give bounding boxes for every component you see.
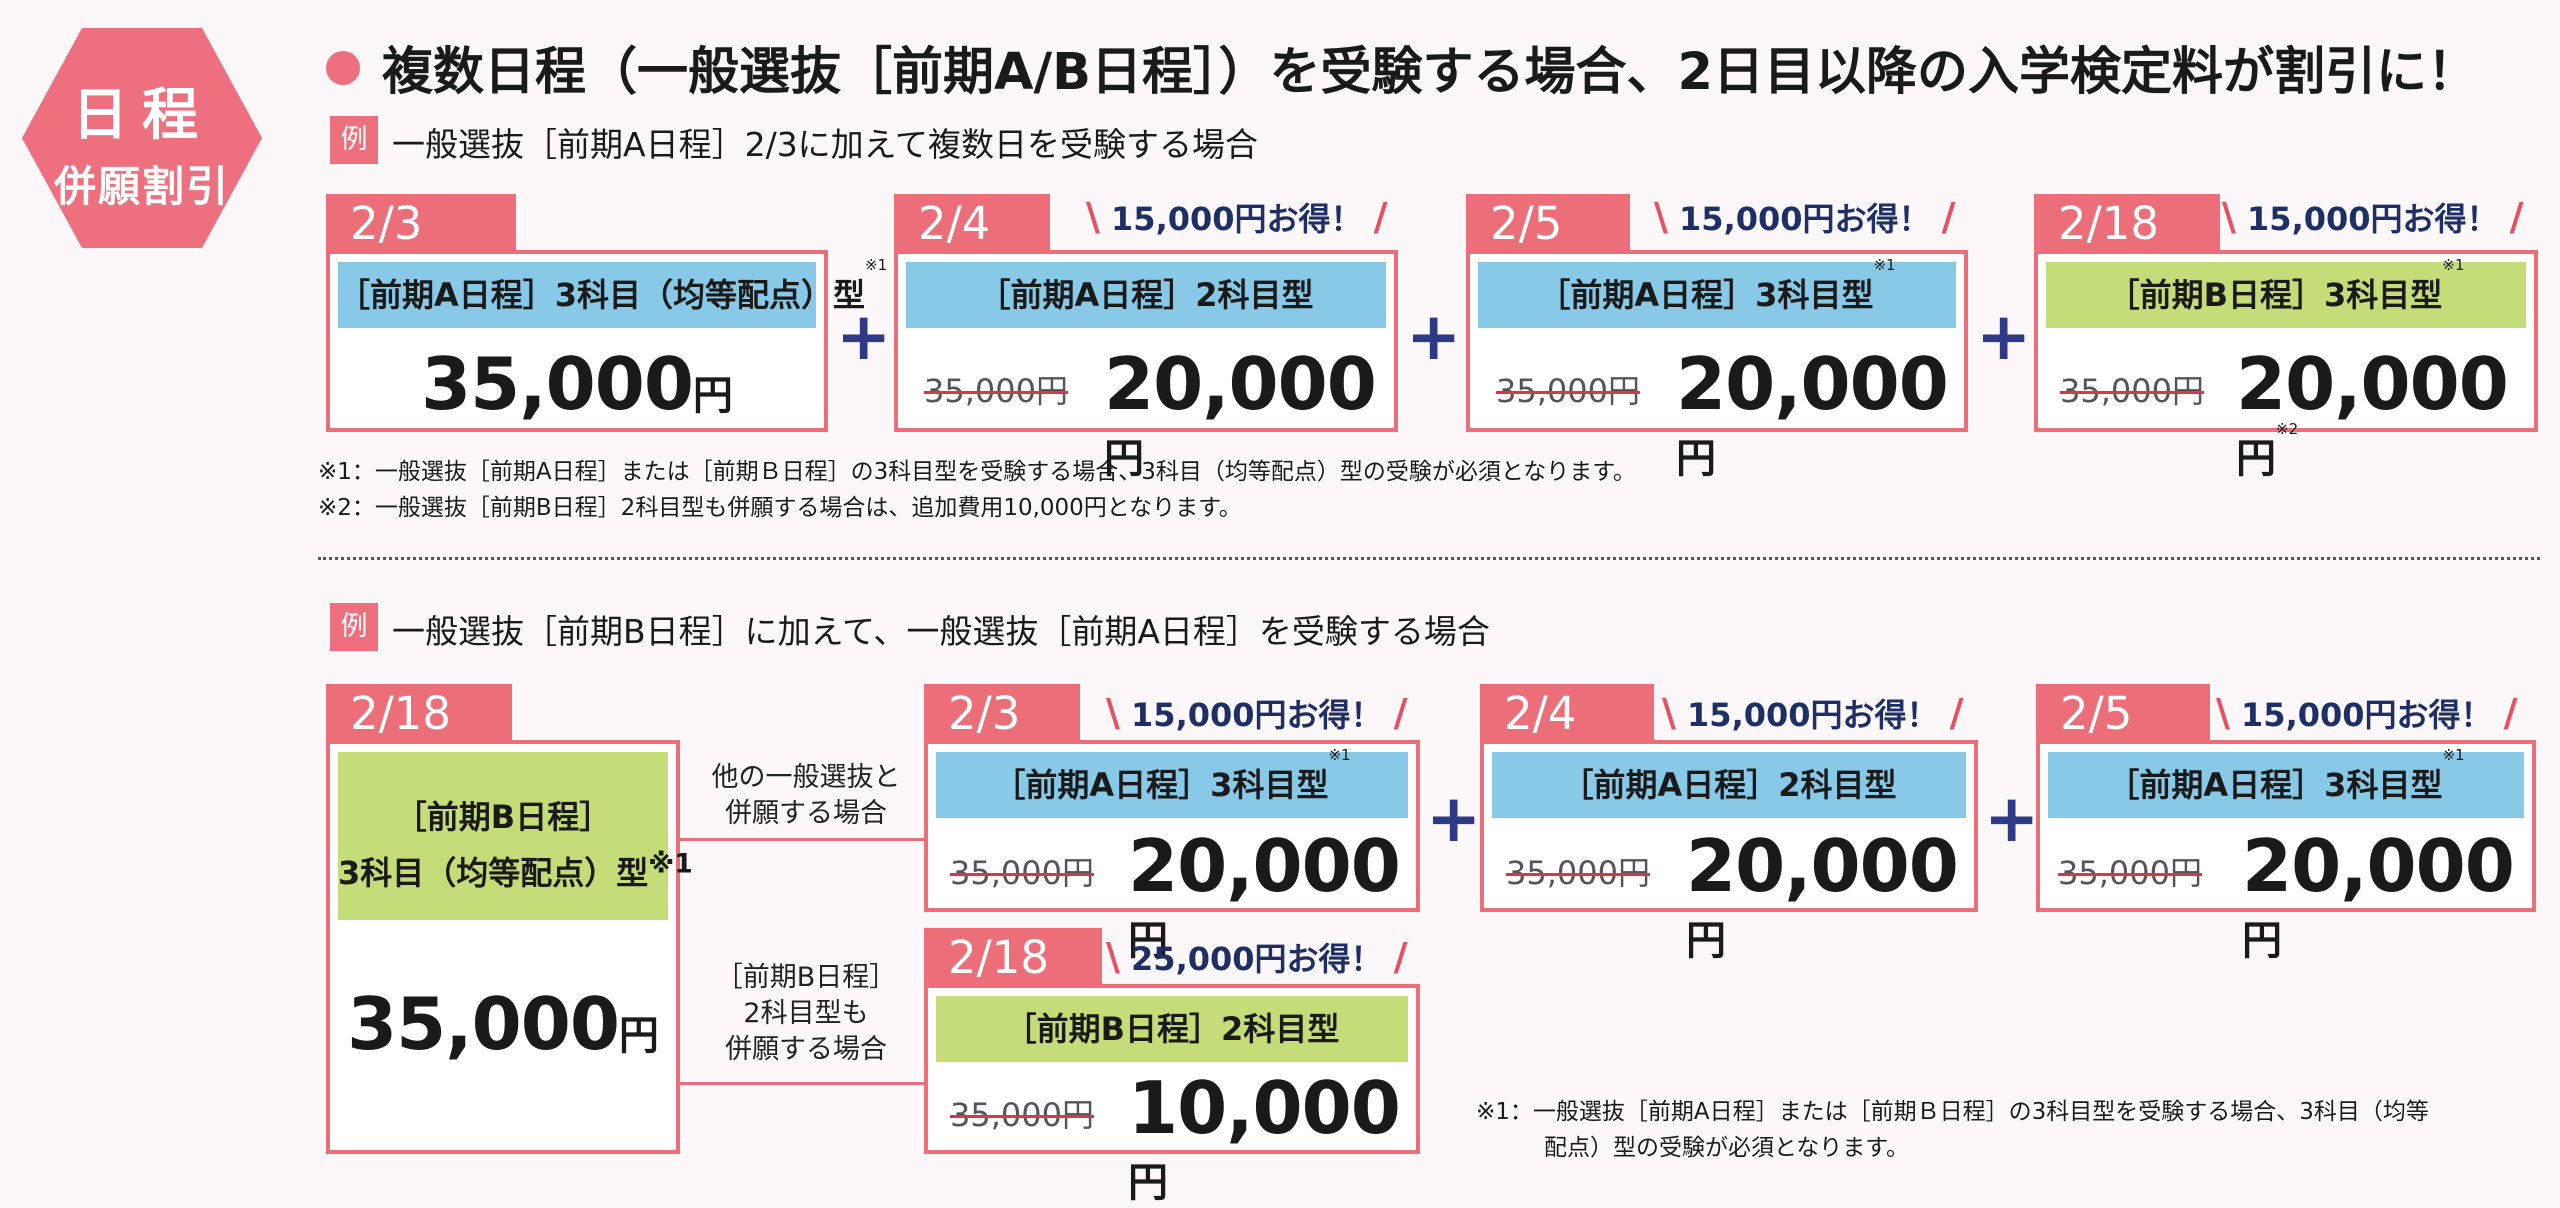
exam-card: ［前期A日程］3科目型※1 35,000円 20,000円 [2036, 740, 2536, 964]
date-tab: 2/4 [894, 194, 1050, 254]
original-price: 35,000円 [1496, 372, 1640, 410]
savings-text: \ 15,000円お得！ / [1086, 195, 1388, 239]
exam-type-label: ［前期A日程］3科目型※1 [936, 748, 1408, 818]
example2-title: 一般選抜［前期B日程］に加えて、一般選抜［前期A日程］を受験する場合 [392, 612, 1490, 651]
footnote: ※2：一般選抜［前期B日程］2科目型も併願する場合は、追加費用10,000円とな… [318, 495, 1242, 521]
date-tab: 2/3 [326, 194, 516, 254]
exam-type-label: ［前期A日程］2科目型 [1492, 752, 1966, 818]
side-note: ［前期B日程］ 2科目型も 併願する場合 [715, 962, 897, 1065]
exam-card: ［前期A日程］2科目型 35,000円 20,000円 [1480, 740, 1978, 964]
exam-card: ［前期A日程］3科目（均等配点）型※1 35,000円 [326, 250, 887, 432]
original-price: 35,000円 [950, 854, 1094, 892]
footnote: ※1：一般選抜［前期A日程］または［前期Ｂ日程］の3科目型を受験する場合、3科目… [1476, 1099, 2429, 1125]
footnote: 配点）型の受験が必須となります。 [1544, 1135, 1910, 1161]
savings-text: \ 15,000円お得！ / [2216, 691, 2518, 735]
plus-icon: + [1984, 780, 2040, 857]
plus-icon: + [1976, 298, 2032, 375]
connector-line [680, 838, 924, 841]
schedule-discount-badge: 日程 併願割引 [22, 28, 262, 248]
side-note: 他の一般選抜と 併願する場合 [711, 762, 901, 829]
discounted-price: 20,000円 [1686, 824, 1959, 964]
price: 35,000円 [347, 982, 659, 1066]
discounted-price: 20,000円※2 [2236, 342, 2509, 482]
plus-icon: + [1426, 780, 1482, 857]
exam-card: ［前期B日程］2科目型 35,000円 10,000円 [924, 984, 1420, 1206]
savings-text: \ 15,000円お得！ / [1662, 691, 1964, 735]
connector-line [680, 1082, 924, 1085]
exam-card: ［前期A日程］3科目型※1 35,000円 20,000円 [924, 740, 1420, 964]
exam-card: ［前期A日程］2科目型 35,000円 20,000円 [894, 250, 1398, 482]
exam-type-label: ［前期B日程］2科目型 [936, 996, 1408, 1062]
date-tab: 2/5 [1466, 194, 1630, 254]
exam-type-label: ［前期B日程］3科目型※1 [2046, 258, 2526, 328]
original-price: 35,000円 [924, 372, 1068, 410]
date-tab: 2/18 [2034, 194, 2220, 254]
original-price: 35,000円 [950, 1096, 1094, 1134]
exam-type-label: ［前期A日程］3科目（均等配点）型※1 [338, 258, 887, 328]
date-tab: 2/3 [924, 684, 1080, 744]
price: 35,000円 [421, 342, 733, 426]
savings-text: \ 15,000円お得！ / [1106, 691, 1408, 735]
example1-title: 一般選抜［前期A日程］2/3に加えて複数日を受験する場合 [392, 125, 1259, 164]
discounted-price: 20,000円 [2242, 824, 2515, 964]
savings-text: \ 15,000円お得！ / [1654, 195, 1956, 239]
savings-text: \ 15,000円お得！ / [2222, 195, 2524, 239]
page-headline: 複数日程（一般選抜［前期A/B日程］）を受験する場合、2日目以降の入学検定料が割… [326, 30, 2478, 104]
exam-type-label: ［前期B日程］ 3科目（均等配点）型※1 [338, 752, 693, 920]
bullet-dot-icon [326, 51, 360, 85]
exam-type-label: ［前期A日程］2科目型 [906, 262, 1386, 328]
date-tab: 2/18 [326, 684, 512, 744]
section-divider [318, 557, 2540, 560]
example-tag: 例 [330, 603, 378, 651]
date-tab: 2/18 [924, 928, 1102, 988]
exam-card: ［前期B日程］3科目型※1 35,000円 20,000円※2 [2034, 250, 2538, 482]
date-tab: 2/4 [1480, 684, 1654, 744]
example-tag: 例 [330, 116, 378, 164]
badge-line1: 日程 [72, 83, 212, 148]
exam-card: ［前期B日程］ 3科目（均等配点）型※1 35,000円 [326, 740, 693, 1154]
badge-line2: 併願割引 [53, 162, 230, 211]
original-price: 35,000円 [2058, 854, 2202, 892]
discounted-price: 20,000円 [1676, 342, 1949, 482]
discounted-price: 20,000円 [1104, 342, 1377, 482]
savings-text: \ 25,000円お得！ / [1106, 935, 1408, 979]
plus-icon: + [836, 298, 892, 375]
exam-card: ［前期A日程］3科目型※1 35,000円 20,000円 [1466, 250, 1968, 482]
discounted-price: 20,000円 [1128, 824, 1401, 964]
original-price: 35,000円 [2060, 372, 2204, 410]
exam-type-label: ［前期A日程］3科目型※1 [2048, 748, 2524, 818]
discounted-price: 10,000円 [1128, 1066, 1401, 1206]
plus-icon: + [1406, 298, 1462, 375]
date-tab: 2/5 [2036, 684, 2210, 744]
footnote: ※1：一般選抜［前期A日程］または［前期Ｂ日程］の3科目型を受験する場合、3科目… [318, 459, 1636, 485]
original-price: 35,000円 [1506, 854, 1650, 892]
headline-text: 複数日程（一般選抜［前期A/B日程］）を受験する場合、2日目以降の入学検定料が割… [382, 43, 2478, 102]
exam-type-label: ［前期A日程］3科目型※1 [1478, 258, 1956, 328]
